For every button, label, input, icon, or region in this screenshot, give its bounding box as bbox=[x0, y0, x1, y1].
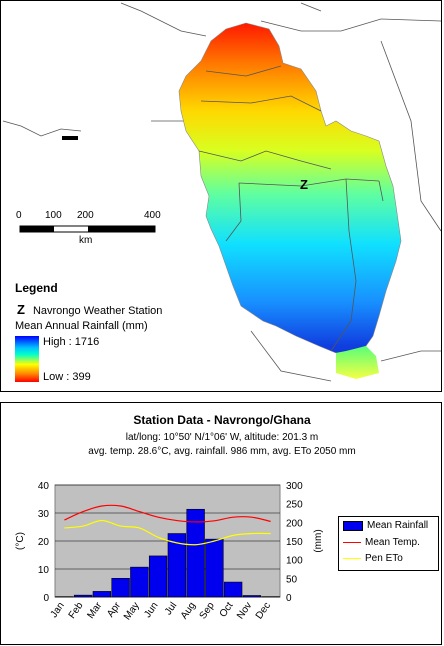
x-tick-label: Aug bbox=[179, 600, 198, 621]
ramp-high-label: High : 1716 bbox=[43, 336, 99, 348]
x-tick-label: Jun bbox=[142, 600, 160, 620]
legend-item-eto: Pen ETo bbox=[343, 553, 403, 564]
bar-mean-rainfall bbox=[224, 582, 242, 597]
bar-mean-rainfall bbox=[93, 591, 111, 597]
legend-swatch-eto bbox=[343, 558, 361, 559]
bar-mean-rainfall bbox=[206, 539, 224, 597]
y-right-tick-label: 50 bbox=[286, 574, 298, 585]
x-tick-label: May bbox=[122, 600, 142, 622]
x-tick-label: Sep bbox=[198, 600, 217, 621]
scale-tick-200: 200 bbox=[77, 210, 94, 221]
map-panel: Z 0 100 200 400 km Legend Z Navrongo Weat… bbox=[0, 0, 442, 392]
scale-tick-100: 100 bbox=[45, 210, 62, 221]
ramp-low-label: Low : 399 bbox=[43, 371, 91, 383]
bar-mean-rainfall bbox=[243, 596, 261, 597]
bar-mean-rainfall bbox=[112, 578, 130, 597]
scale-tick-400: 400 bbox=[144, 210, 161, 221]
y-left-tick-label: 10 bbox=[38, 565, 50, 576]
station-symbol: Z bbox=[17, 302, 25, 317]
station-chart-panel: Station Data - Navrongo/Ghana lat/long: … bbox=[0, 402, 442, 645]
x-tick-label: Dec bbox=[254, 600, 273, 621]
rainfall-map bbox=[1, 1, 442, 392]
legend-station-row: Z Navrongo Weather Station bbox=[17, 302, 162, 317]
legend-label-eto: Pen ETo bbox=[365, 553, 403, 564]
y-left-axis-label: (°C) bbox=[15, 532, 26, 550]
y-left-tick-label: 20 bbox=[38, 537, 50, 548]
bar-mean-rainfall bbox=[149, 556, 167, 597]
legend-swatch-rainfall bbox=[343, 521, 363, 531]
y-right-tick-label: 200 bbox=[286, 518, 303, 529]
y-right-axis-label: (mm) bbox=[313, 529, 324, 552]
y-right-tick-label: 0 bbox=[286, 593, 292, 604]
basin-region bbox=[179, 23, 401, 353]
legend-item-rainfall: Mean Rainfall bbox=[343, 520, 428, 531]
legend-label-temp: Mean Temp. bbox=[365, 537, 420, 548]
rainfall-color-ramp bbox=[15, 336, 39, 382]
rainfall-legend-label: Mean Annual Rainfall (mm) bbox=[15, 320, 148, 332]
bar-mean-rainfall bbox=[74, 595, 92, 597]
legend-title: Legend bbox=[15, 281, 58, 295]
x-tick-label: Oct bbox=[218, 600, 236, 619]
x-tick-label: Jul bbox=[163, 600, 179, 617]
y-right-tick-label: 300 bbox=[286, 481, 303, 492]
legend-item-temp: Mean Temp. bbox=[343, 537, 420, 548]
x-tick-label: Mar bbox=[85, 600, 104, 621]
x-tick-label: Nov bbox=[235, 600, 254, 621]
legend-swatch-temp bbox=[343, 542, 361, 543]
scale-tick-0: 0 bbox=[16, 210, 22, 221]
x-tick-label: Feb bbox=[67, 600, 86, 621]
y-left-tick-label: 40 bbox=[38, 481, 50, 492]
station-marker: Z bbox=[300, 177, 308, 192]
legend-label-rainfall: Mean Rainfall bbox=[367, 520, 428, 531]
chart-legend: Mean Rainfall Mean Temp. Pen ETo bbox=[338, 516, 439, 571]
y-left-tick-label: 30 bbox=[38, 509, 50, 520]
x-tick-label: Apr bbox=[105, 600, 123, 620]
bar-mean-rainfall bbox=[131, 567, 149, 597]
y-left-tick-label: 0 bbox=[43, 593, 49, 604]
scale-bar bbox=[20, 226, 155, 232]
y-right-tick-label: 250 bbox=[286, 500, 303, 511]
y-right-tick-label: 100 bbox=[286, 556, 303, 567]
y-right-tick-label: 150 bbox=[286, 537, 303, 548]
x-tick-label: Jan bbox=[49, 600, 67, 620]
small-feature-mark bbox=[62, 136, 78, 140]
scale-unit: km bbox=[79, 235, 92, 246]
station-label: Navrongo Weather Station bbox=[33, 305, 162, 317]
